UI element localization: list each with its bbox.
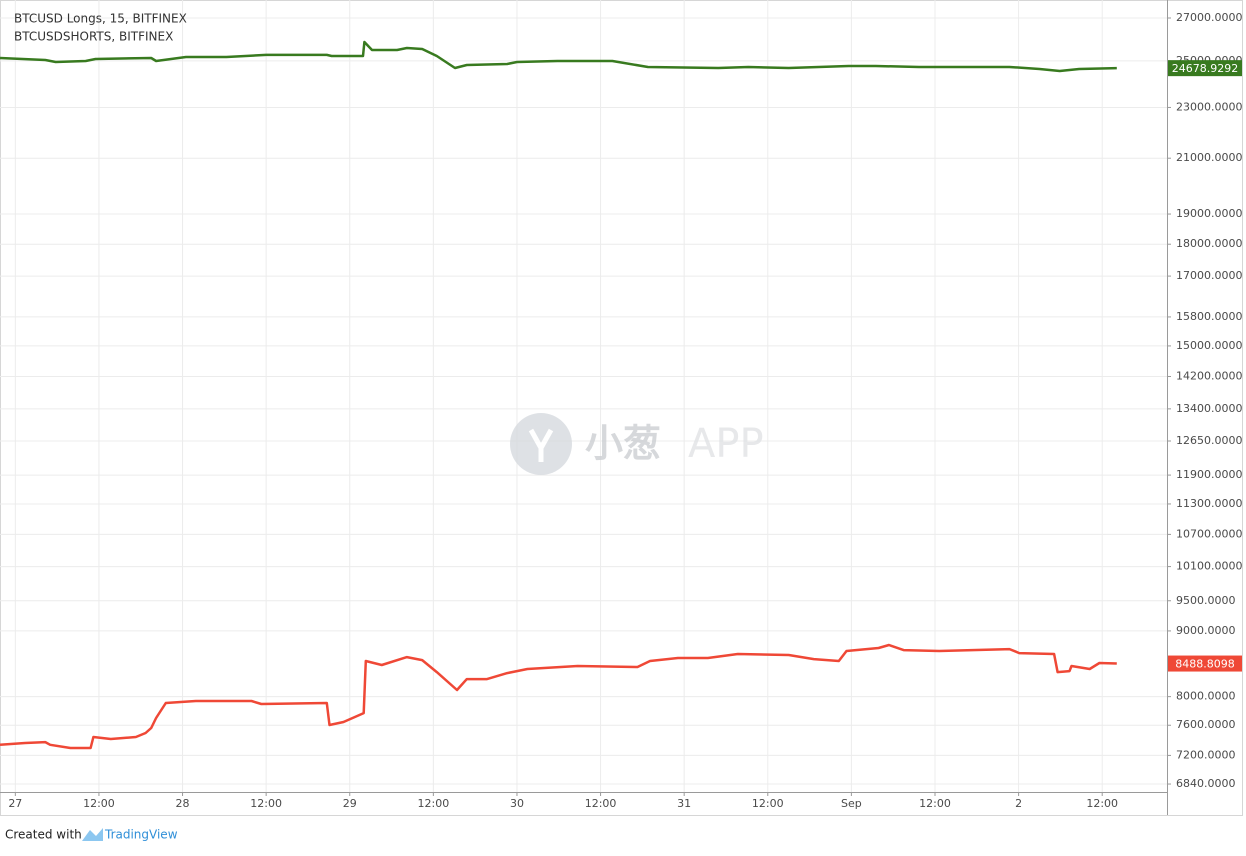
grid bbox=[0, 0, 1167, 792]
series-line bbox=[0, 40, 1117, 73]
x-tick-label: 27 bbox=[8, 797, 22, 810]
last-value-label: 8488.8098 bbox=[1175, 658, 1235, 671]
legend-entry: BTCUSD Longs, 15, BITFINEX bbox=[14, 12, 187, 26]
y-tick-label: 10100.0000 bbox=[1176, 560, 1242, 573]
x-tick-label: 12:00 bbox=[418, 797, 450, 810]
last-value-box bbox=[1168, 655, 1242, 672]
y-tick-label: 7200.0000 bbox=[1176, 748, 1236, 761]
y-tick-label: 7600.0000 bbox=[1176, 718, 1236, 731]
y-tick-label: 21000.0000 bbox=[1176, 151, 1242, 164]
axes: 27000.000025000.000023000.000021000.0000… bbox=[8, 11, 1242, 810]
x-tick-label: 28 bbox=[176, 797, 190, 810]
y-tick-label: 14200.0000 bbox=[1176, 370, 1242, 383]
x-tick-label: 12:00 bbox=[250, 797, 282, 810]
watermark-logo-mark bbox=[528, 428, 554, 462]
y-tick-label: 8000.0000 bbox=[1176, 690, 1236, 703]
x-tick-label: 30 bbox=[510, 797, 524, 810]
footer-logo bbox=[82, 828, 103, 841]
x-tick-label: 2 bbox=[1015, 797, 1022, 810]
x-tick-label: 12:00 bbox=[585, 797, 617, 810]
y-tick-label: 17000.0000 bbox=[1176, 269, 1242, 282]
frame bbox=[0, 0, 1243, 816]
x-tick-label: 12:00 bbox=[919, 797, 951, 810]
y-tick-label: 11300.0000 bbox=[1176, 497, 1242, 510]
y-tick-label: 18000.0000 bbox=[1176, 237, 1242, 250]
last-value-label: 24678.9292 bbox=[1172, 62, 1238, 75]
x-tick-label: 29 bbox=[343, 797, 357, 810]
y-tick-label: 15800.0000 bbox=[1176, 310, 1242, 323]
y-tick-label: 11900.0000 bbox=[1176, 468, 1242, 481]
x-tick-label: 12:00 bbox=[752, 797, 784, 810]
y-tick-label: 9000.0000 bbox=[1176, 624, 1236, 637]
footer-text: Created with bbox=[5, 828, 82, 842]
watermark: 小葱 APP bbox=[510, 413, 764, 475]
plot bbox=[0, 40, 1117, 750]
watermark-text: 小葱 bbox=[585, 422, 661, 466]
y-tick-label: 15000.0000 bbox=[1176, 339, 1242, 352]
last-value-box bbox=[1168, 60, 1242, 77]
x-tick-label: 12:00 bbox=[83, 797, 115, 810]
y-tick-label: 27000.0000 bbox=[1176, 11, 1242, 24]
x-tick-label: 12:00 bbox=[1086, 797, 1118, 810]
series-line bbox=[0, 643, 1117, 750]
legend-entry: BTCUSDSHORTS, BITFINEX bbox=[14, 30, 173, 44]
y-tick-label: 10700.0000 bbox=[1176, 527, 1242, 540]
x-tick-label: Sep bbox=[841, 797, 862, 810]
y-tick-label: 6840.0000 bbox=[1176, 777, 1236, 790]
y-tick-label: 12650.0000 bbox=[1176, 434, 1242, 447]
watermark-text: APP bbox=[688, 421, 764, 467]
footer-brand[interactable]: TradingView bbox=[104, 828, 178, 842]
y-tick-label: 23000.0000 bbox=[1176, 100, 1242, 113]
y-tick-label: 9500.0000 bbox=[1176, 594, 1236, 607]
x-tick-label: 31 bbox=[677, 797, 691, 810]
y-tick-label: 13400.0000 bbox=[1176, 402, 1242, 415]
y-tick-label: 19000.0000 bbox=[1176, 207, 1242, 220]
